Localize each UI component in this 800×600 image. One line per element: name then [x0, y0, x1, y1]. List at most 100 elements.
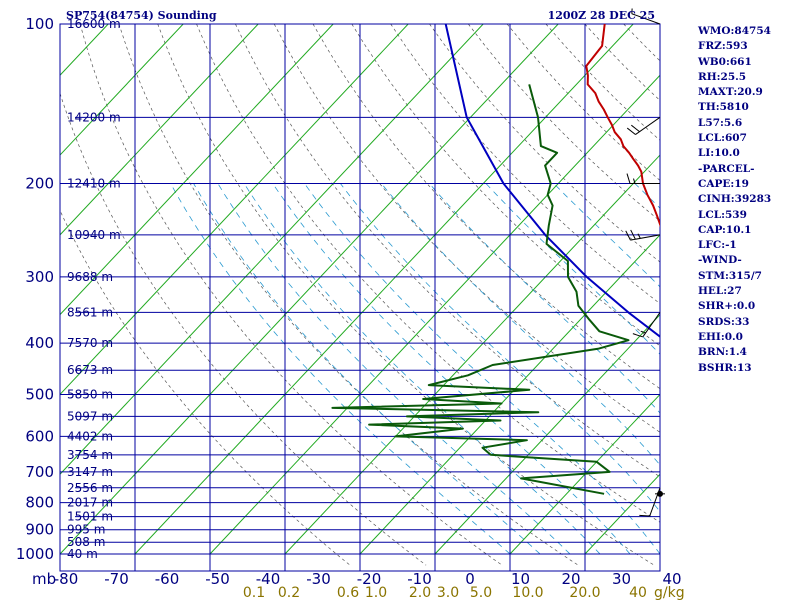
wind-barbs — [625, 8, 665, 517]
isotherm — [60, 24, 334, 316]
sounding-index: BSHR:13 — [698, 361, 752, 374]
height-label: 14200 m — [67, 110, 121, 124]
temperature-tick-label: 40 — [662, 570, 681, 588]
temperature-tick-label: -80 — [54, 570, 79, 588]
height-label: 1501 m — [67, 510, 113, 524]
height-label: 5097 m — [67, 409, 113, 423]
dry-adiabat — [60, 92, 427, 566]
isotherm — [60, 24, 559, 555]
isotherm — [60, 24, 259, 236]
mixing-ratio-tick-label: 10.0 — [512, 585, 543, 600]
mixing-ratio-tick-label: 40 — [629, 585, 647, 600]
dry-adiabat — [312, 24, 660, 390]
sounding-index: CAP:10.1 — [698, 223, 752, 236]
wind-barb-flag — [630, 229, 636, 240]
pressure-tick-label: 400 — [25, 334, 54, 352]
sounding-index: RH:25.5 — [698, 70, 747, 83]
height-label: 16600 m — [67, 17, 121, 31]
sounding-index: SHR+:0.0 — [698, 300, 756, 313]
mixing-ratio-unit-label: g/kg — [654, 585, 685, 600]
sounding-index: -PARCEL- — [698, 162, 755, 175]
height-label: 12410 m — [67, 177, 121, 191]
wind-barb — [639, 487, 661, 517]
sounding-index: STM:315/7 — [698, 269, 762, 282]
dry-adiabat — [196, 24, 660, 523]
temperature-profile — [585, 24, 660, 228]
dry-adiabat — [429, 24, 660, 263]
moist-adiabat — [485, 183, 660, 355]
temperature-tick-label: -30 — [306, 570, 331, 588]
moist-adiabat — [272, 183, 631, 555]
dry-adiabat — [79, 24, 503, 566]
sounding-index: MAXT:20.9 — [698, 86, 763, 99]
dry-adiabat — [235, 24, 660, 478]
height-label: 4402 m — [67, 429, 113, 443]
dry-adiabat — [779, 24, 800, 565]
height-label: 9688 m — [67, 270, 113, 284]
dry-adiabat — [60, 209, 351, 566]
wind-barb-flag — [626, 173, 631, 184]
pressure-tick-label: 700 — [25, 463, 54, 481]
sounding-index: HEL:27 — [698, 285, 742, 298]
height-label: 508 m — [67, 535, 105, 549]
height-label: 7570 m — [67, 336, 113, 350]
moist-adiabat — [381, 183, 660, 466]
isotherm — [509, 393, 660, 555]
isotherm — [60, 24, 184, 156]
chart-title: SP754(84754) Sounding — [66, 9, 217, 22]
sounding-profiles — [331, 24, 660, 495]
mixing-ratio-tick-label: 20.0 — [569, 585, 600, 600]
wind-barb — [625, 229, 661, 241]
height-label: 10940 m — [67, 228, 121, 242]
sounding-index: LI:10.0 — [698, 147, 740, 160]
wind-barb — [632, 312, 661, 338]
pressure-tick-label: 300 — [25, 268, 54, 286]
dry-adiabat — [273, 24, 660, 433]
isotherm — [359, 234, 660, 555]
wind-barb-flag — [625, 230, 631, 241]
sounding-index: WMO:84754 — [698, 25, 771, 37]
height-label: 5850 m — [67, 387, 113, 401]
parcel-path — [444, 24, 660, 338]
height-label: 3147 m — [67, 465, 113, 479]
pressure-tick-label: 200 — [25, 175, 54, 193]
pressure-tick-label: 1000 — [16, 545, 54, 563]
isotherm — [209, 74, 660, 555]
temperature-tick-label: 10 — [511, 570, 530, 588]
wind-barb-shaft — [631, 13, 661, 25]
pressure-tick-label: 900 — [25, 521, 54, 539]
temperature-tick-label: -20 — [357, 570, 382, 588]
sounding-index: LFC:-1 — [698, 239, 737, 252]
height-label: 3754 m — [67, 448, 113, 462]
height-label: 8561 m — [67, 305, 113, 319]
wind-barb — [626, 173, 660, 185]
sounding-index: WB0:661 — [698, 55, 752, 68]
mixing-ratio-tick-label: 1.0 — [365, 585, 387, 600]
height-label: 40 m — [67, 547, 98, 561]
wind-barb-flag — [631, 124, 640, 133]
temperature-tick-label: 0 — [465, 570, 475, 588]
wind-barb-half-flag — [640, 330, 646, 334]
wind-barb-flag — [639, 514, 650, 517]
sounding-index: LCL:607 — [698, 132, 747, 145]
mixing-ratio-tick-label: 0.1 — [243, 585, 265, 600]
pressure-tick-label: 800 — [25, 494, 54, 512]
mixing-ratio-tick-label: 2.0 — [409, 585, 431, 600]
sounding-index: TH:5810 — [698, 101, 749, 114]
sounding-index: FRZ:593 — [698, 40, 748, 53]
diagram-background — [60, 24, 800, 566]
sounding-index: -WIND- — [698, 254, 742, 267]
wind-barb-flag — [632, 333, 643, 338]
pressure-tick-label: 100 — [25, 15, 54, 33]
sounding-index: EHI:0.0 — [698, 330, 743, 343]
dry-adiabat — [118, 24, 579, 566]
height-label: 2017 m — [67, 496, 113, 510]
height-label: 6673 m — [67, 363, 113, 377]
mixing-ratio-tick-label: 0.6 — [337, 585, 359, 600]
mixing-ratio-tick-label: 0.2 — [278, 585, 300, 600]
wind-barb — [626, 116, 661, 135]
pressure-tick-label: 500 — [25, 385, 54, 403]
isotherm — [134, 24, 634, 555]
height-label: 995 m — [67, 523, 105, 537]
